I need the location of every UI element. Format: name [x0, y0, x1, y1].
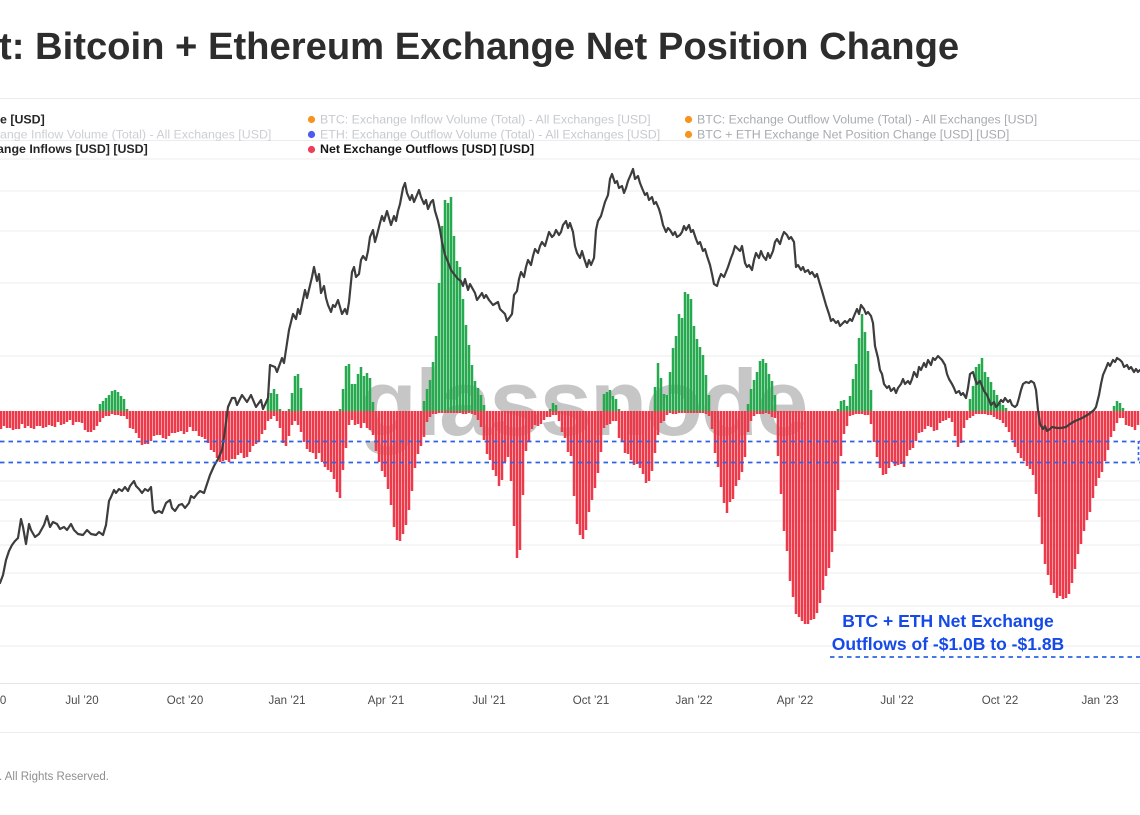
svg-text:Apr ’20: Apr ’20 — [0, 695, 6, 707]
svg-text:Apr ’22: Apr ’22 — [777, 695, 813, 707]
svg-text:Oct ’22: Oct ’22 — [982, 695, 1018, 707]
svg-text:Jul ’21: Jul ’21 — [472, 695, 505, 707]
svg-text:Jul ’20: Jul ’20 — [65, 695, 98, 707]
svg-text:Oct ’21: Oct ’21 — [573, 695, 609, 707]
svg-text:Jan ’23: Jan ’23 — [1081, 695, 1118, 707]
svg-text:BTC + ETH Exchange Net Positio: BTC + ETH Exchange Net Position Change [… — [697, 128, 1009, 142]
svg-text:Apr ’21: Apr ’21 — [368, 695, 404, 707]
svg-text:t: Bitcoin + Ethereum Exchange: t: Bitcoin + Ethereum Exchange Net Posit… — [0, 25, 959, 68]
svg-text:Jul ’22: Jul ’22 — [880, 695, 913, 707]
svg-text:ange Inflows [USD] [USD]: ange Inflows [USD] [USD] — [0, 142, 148, 156]
svg-text:e [USD]: e [USD] — [0, 113, 45, 127]
svg-text:BTC + ETH Net Exchange: BTC + ETH Net Exchange — [842, 611, 1054, 631]
svg-text:Oct ’20: Oct ’20 — [167, 695, 203, 707]
svg-text:Net Exchange Outflows [USD] [U: Net Exchange Outflows [USD] [USD] — [320, 142, 534, 156]
svg-text:Jan ’21: Jan ’21 — [268, 695, 305, 707]
svg-text:BTC: Exchange Outflow Volume (: BTC: Exchange Outflow Volume (Total) - A… — [697, 113, 1037, 127]
svg-text:Outflows of -$1.0B to -$1.8B: Outflows of -$1.0B to -$1.8B — [832, 634, 1064, 654]
svg-text:. All Rights Reserved.: . All Rights Reserved. — [0, 771, 109, 783]
svg-text:BTC: Exchange Inflow Volume (T: BTC: Exchange Inflow Volume (Total) - Al… — [320, 113, 651, 127]
svg-text:Jan ’22: Jan ’22 — [675, 695, 712, 707]
svg-text:ETH: Exchange Outflow Volume (: ETH: Exchange Outflow Volume (Total) - A… — [320, 128, 660, 142]
svg-text:ange Inflow Volume (Total) - A: ange Inflow Volume (Total) - All Exchang… — [0, 128, 271, 142]
